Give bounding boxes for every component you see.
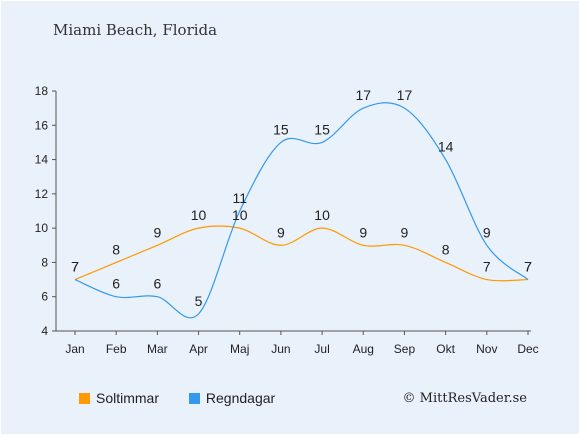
legend-label-rain: Regndagar	[205, 390, 276, 406]
x-tick-label: Dec	[517, 342, 538, 356]
data-label-sunshine: 7	[71, 259, 79, 275]
data-label-rain: 15	[314, 121, 330, 137]
y-tick-label: 12	[35, 187, 49, 201]
y-tick-label: 14	[35, 153, 49, 167]
x-tick-label: Jan	[65, 342, 84, 356]
data-label-sunshine: 10	[191, 207, 207, 223]
data-label-rain: 15	[273, 121, 289, 137]
y-tick-label: 18	[35, 84, 49, 98]
legend-label-sunshine: Soltimmar	[96, 390, 160, 406]
data-label-rain: 9	[483, 224, 491, 240]
data-label-sunshine: 7	[483, 259, 491, 275]
series-line-sunshine	[74, 225, 529, 282]
chart-title: Miami Beach, Florida	[53, 21, 218, 39]
legend-item-sunshine: Soltimmar	[79, 390, 159, 406]
data-label-sunshine: 9	[277, 224, 285, 240]
data-label-sunshine: 10	[232, 207, 248, 223]
x-tick-label: Maj	[230, 342, 249, 356]
y-tick-label: 16	[35, 118, 49, 132]
data-label-rain: 6	[112, 276, 120, 292]
legend-swatch-sunshine	[79, 392, 90, 404]
data-label-rain: 14	[438, 139, 454, 155]
legend-item-rain: Regndagar	[188, 390, 276, 406]
data-label-rain: 17	[355, 87, 371, 103]
x-tick-label: Apr	[189, 342, 208, 356]
site-credit: © MittResVader.se	[402, 391, 527, 406]
data-label-sunshine: 9	[401, 224, 409, 240]
data-label-rain: 11	[232, 190, 247, 206]
axes: 4 6 8 10 12 14 16 18 Jan Feb Mar Apr Maj Jun Jul Aug Sep…	[35, 84, 539, 356]
x-tick-label: Feb	[106, 342, 127, 356]
x-tick-label: Okt	[436, 342, 455, 356]
legend: Soltimmar Regndagar	[79, 390, 301, 407]
data-label-rain: 6	[153, 276, 161, 292]
data-label-rain: 17	[397, 87, 413, 103]
legend-swatch-rain	[188, 392, 200, 404]
data-label-rain: 7	[524, 259, 532, 275]
y-tick-label: 6	[41, 290, 48, 304]
data-label-sunshine: 9	[359, 224, 367, 240]
y-tick-label: 10	[35, 221, 49, 235]
x-tick-label: Mar	[147, 342, 168, 356]
data-label-sunshine: 10	[314, 207, 330, 223]
data-label-sunshine: 7	[524, 259, 532, 275]
data-label-rain: 7	[71, 259, 79, 275]
data-label-sunshine: 8	[112, 241, 120, 257]
data-label-sunshine: 9	[153, 224, 161, 240]
data-label-sunshine: 8	[442, 241, 450, 257]
x-tick-label: Jun	[271, 342, 290, 356]
x-tick-label: Jul	[314, 342, 329, 356]
series-lines	[74, 102, 529, 319]
y-tick-label: 8	[41, 255, 48, 269]
y-tick-label: 4	[41, 324, 48, 338]
x-tick-label: Sep	[394, 342, 416, 356]
data-label-rain: 5	[195, 293, 203, 309]
series-line-rain	[74, 102, 529, 319]
x-tick-label: Nov	[476, 342, 497, 356]
x-tick-label: Aug	[353, 342, 374, 356]
